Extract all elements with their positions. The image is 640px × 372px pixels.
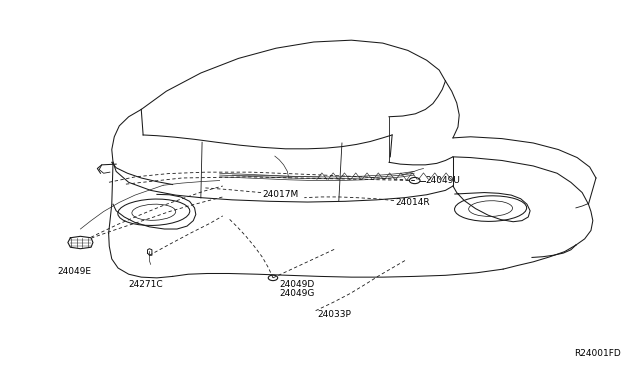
Text: 24017M: 24017M — [262, 189, 298, 199]
Text: 24049D: 24049D — [279, 280, 314, 289]
Text: R24001FD: R24001FD — [574, 349, 621, 358]
Text: 24033P: 24033P — [317, 310, 351, 319]
Text: 24049E: 24049E — [58, 267, 92, 276]
Text: 24049G: 24049G — [279, 289, 315, 298]
Text: 24014R: 24014R — [396, 198, 430, 207]
Polygon shape — [68, 236, 93, 249]
Text: 24049U: 24049U — [426, 176, 460, 185]
Text: 24271C: 24271C — [129, 280, 163, 289]
